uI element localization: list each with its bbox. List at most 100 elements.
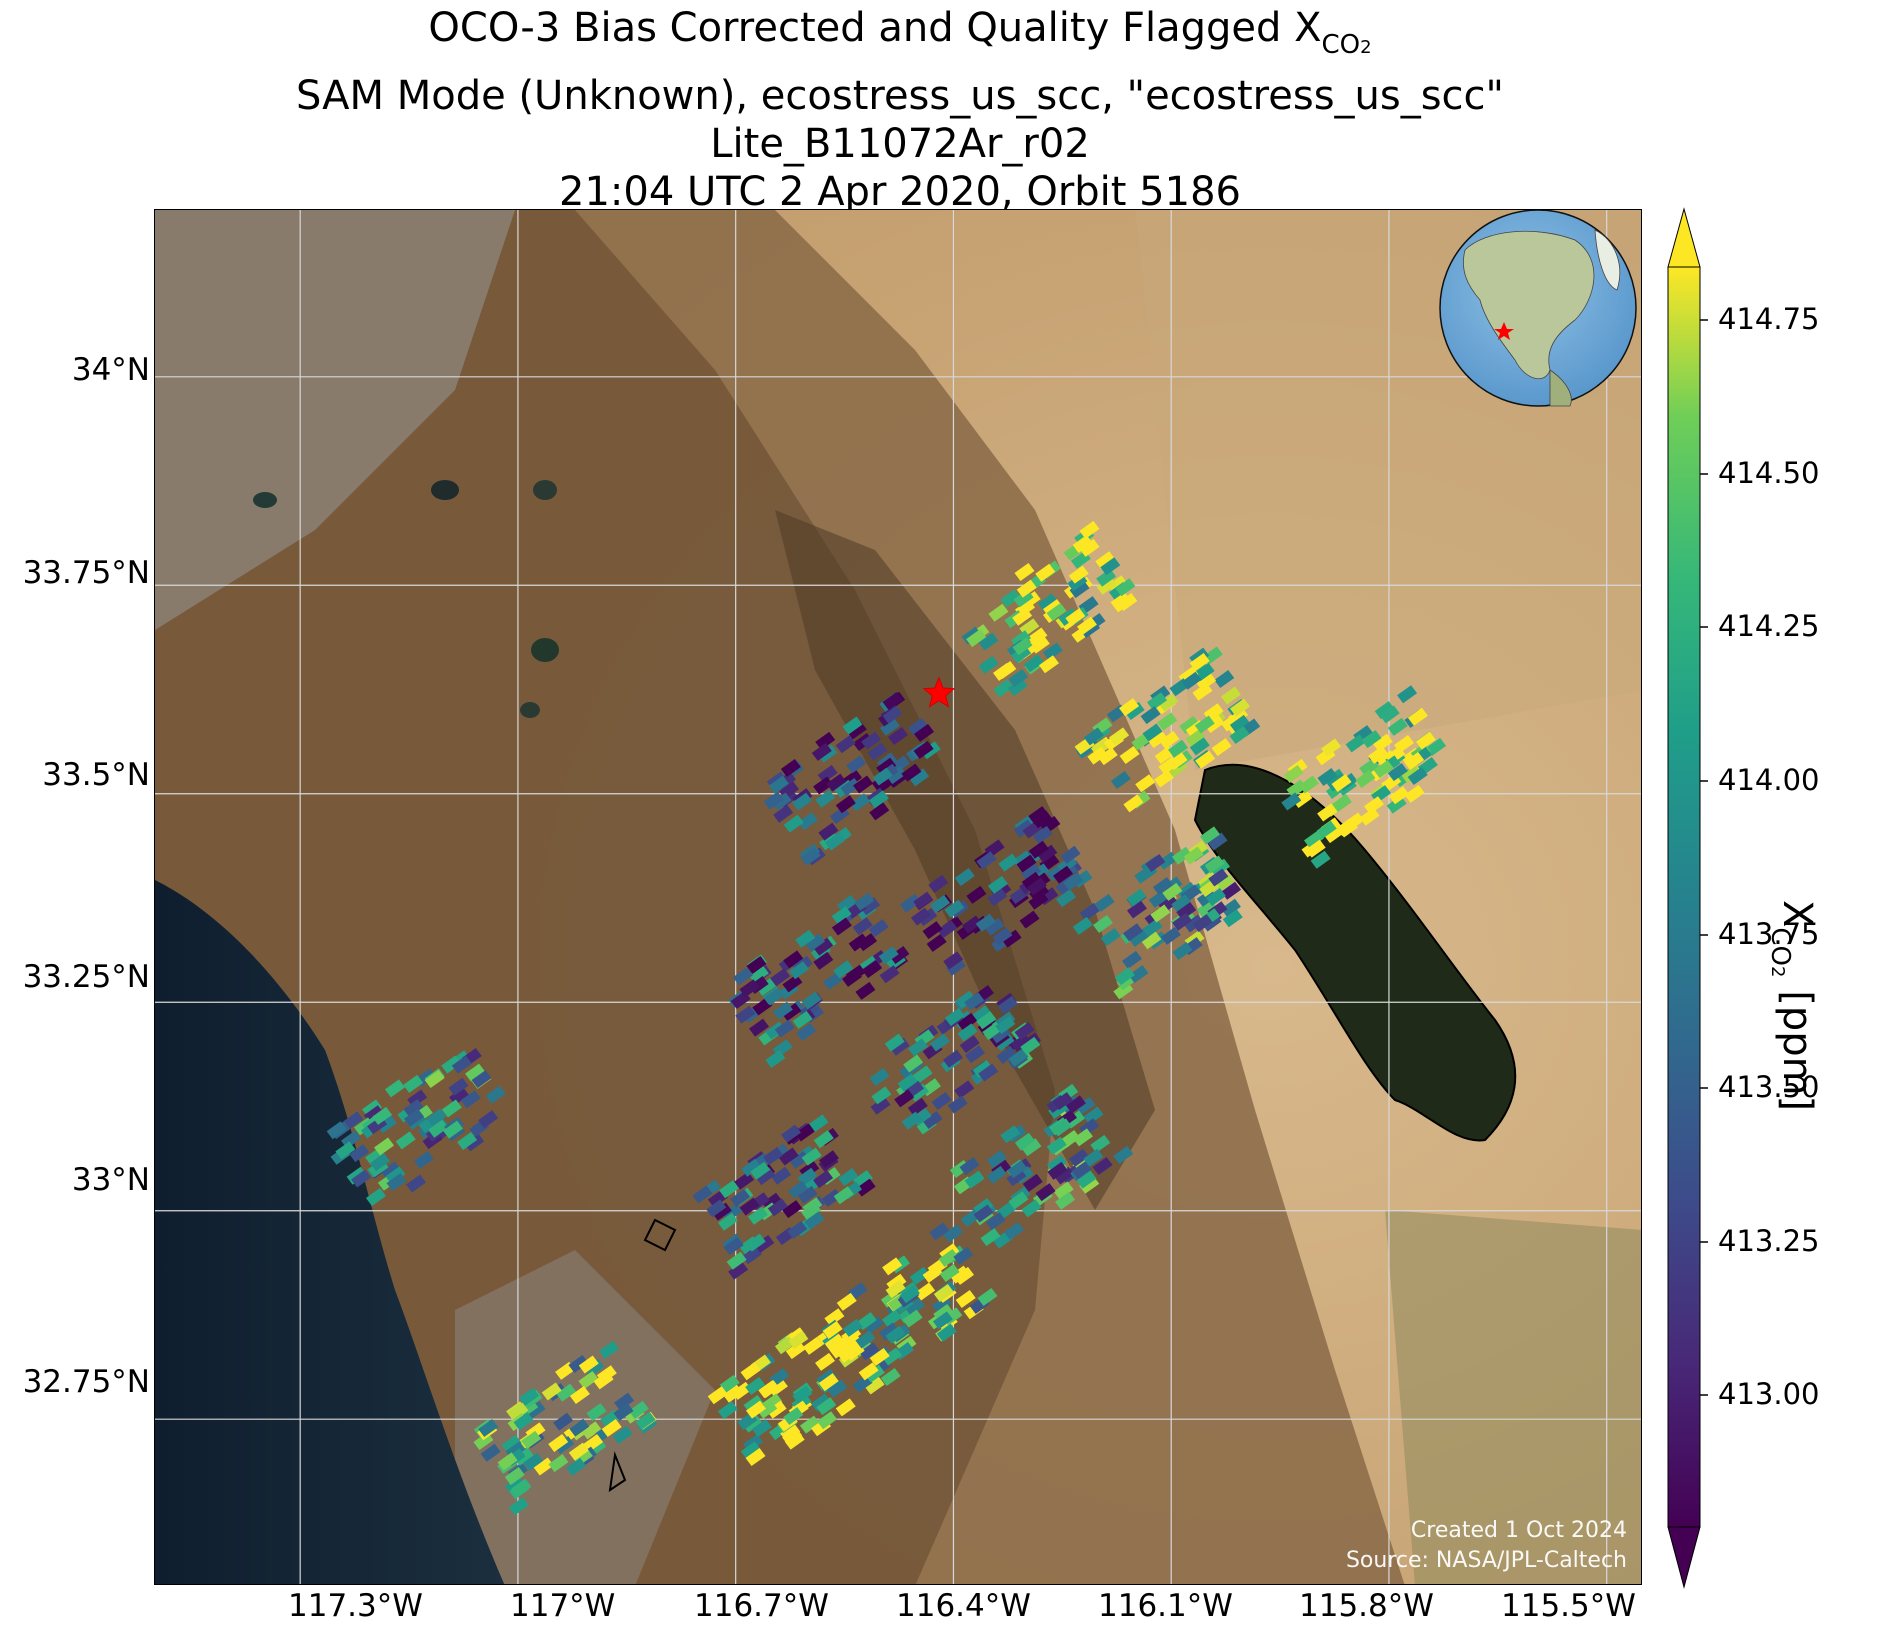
xco2-footprint <box>1404 752 1425 771</box>
xco2-footprint <box>478 1419 499 1438</box>
xco2-footprint <box>448 1077 469 1096</box>
xco2-footprint <box>1181 671 1202 690</box>
xco2-footprint <box>810 1393 831 1412</box>
xco2-footprint <box>485 1085 506 1104</box>
xco2-footprint <box>601 1419 622 1438</box>
xco2-footprint <box>801 1202 822 1221</box>
xco2-footprint <box>984 917 1005 936</box>
xco2-footprint <box>863 1315 884 1334</box>
xco2-footprint <box>1220 713 1241 732</box>
xco2-footprint <box>372 1106 393 1125</box>
xco2-footprint <box>351 1169 372 1188</box>
xco2-footprint <box>1372 733 1393 752</box>
xco2-footprint <box>751 1419 772 1438</box>
xco2-footprint <box>1010 1033 1031 1052</box>
xco2-footprint <box>1303 830 1324 849</box>
lon-tick-117: 117°W <box>510 1588 616 1624</box>
xco2-footprint <box>741 1158 762 1177</box>
xco2-footprint <box>403 1074 424 1093</box>
xco2-footprint <box>763 791 784 810</box>
xco2-footprint <box>845 964 866 983</box>
xco2-footprint <box>1053 865 1074 884</box>
xco2-footprint <box>894 1089 915 1108</box>
target-star-icon[interactable] <box>922 676 956 708</box>
globe-star-icon <box>1494 322 1514 340</box>
colorbar-tick-414.50: 414.50 <box>1718 456 1820 490</box>
xco2-footprint <box>1162 882 1183 901</box>
xco2-footprint <box>1194 663 1215 682</box>
xco2-footprint <box>1147 730 1168 749</box>
xco2-footprint <box>867 742 888 761</box>
xco2-footprint <box>745 1448 766 1467</box>
xco2-footprint <box>1012 607 1033 626</box>
xco2-footprint <box>1004 1221 1025 1240</box>
colorbar-label: XCO2 [ppm] <box>1765 900 1820 1112</box>
xco2-footprint <box>635 1411 656 1430</box>
xco2-footprint <box>1158 693 1179 712</box>
xco2-footprint <box>997 995 1018 1014</box>
xco2-footprint <box>850 793 871 812</box>
xco2-footprint <box>1415 731 1436 750</box>
xco2-footprint <box>788 1330 809 1349</box>
xco2-footprint <box>988 603 1009 622</box>
xco2-footprint <box>1057 855 1078 874</box>
xco2-footprint <box>1171 846 1192 865</box>
xco2-footprint <box>966 629 987 648</box>
xco2-footprint <box>978 632 999 651</box>
xco2-footprint <box>757 1400 778 1419</box>
xco2-footprint <box>870 1096 891 1115</box>
xco2-footprint <box>862 960 883 979</box>
xco2-footprint <box>1079 902 1100 921</box>
xco2-footprint <box>1140 706 1161 725</box>
xco2-footprint <box>480 1443 501 1462</box>
xco2-footprint <box>1113 1145 1134 1164</box>
xco2-footprint <box>912 1065 933 1084</box>
xco2-footprint <box>802 1336 823 1355</box>
xco2-soundings[interactable] <box>326 520 1447 1516</box>
xco2-footprint <box>953 1266 974 1285</box>
xco2-footprint <box>1171 894 1192 913</box>
xco2-footprint <box>1053 1181 1074 1200</box>
xco2-footprint <box>930 894 951 913</box>
map-canvas[interactable] <box>155 210 1642 1585</box>
xco2-footprint <box>1192 914 1213 933</box>
xco2-footprint <box>908 1038 929 1057</box>
xco2-footprint <box>933 1303 954 1322</box>
xco2-footprint <box>818 1150 839 1169</box>
xco2-footprint <box>818 1373 839 1392</box>
xco2-footprint <box>955 1289 976 1308</box>
xco2-footprint <box>1079 520 1100 539</box>
xco2-footprint <box>1119 746 1140 765</box>
colorbar-tick-413.00: 413.00 <box>1718 1377 1820 1411</box>
xco2-footprint <box>1141 931 1162 950</box>
xco2-footprint <box>728 1261 749 1280</box>
xco2-footprint <box>931 1295 952 1314</box>
colorbar-tick-413.50: 413.50 <box>1718 1070 1820 1104</box>
xco2-footprint <box>1047 1154 1068 1173</box>
xco2-footprint <box>943 1224 964 1243</box>
xco2-footprint <box>882 691 903 710</box>
xco2-footprint <box>1134 865 1155 884</box>
lon-tick-117.3: 117.3°W <box>288 1588 423 1624</box>
xco2-footprint <box>815 731 836 750</box>
xco2-footprint <box>1031 810 1052 829</box>
xco2-footprint <box>1361 730 1382 749</box>
xco2-footprint <box>800 847 821 866</box>
map-panel[interactable]: Created 1 Oct 2024 Source: NASA/JPL-Calt… <box>154 209 1642 1585</box>
xco2-footprint <box>787 1221 808 1240</box>
xco2-footprint <box>449 1087 470 1106</box>
xco2-footprint <box>1281 792 1302 811</box>
xco2-footprint <box>1032 825 1053 844</box>
xco2-footprint <box>403 1099 424 1118</box>
xco2-footprint <box>1147 692 1168 711</box>
xco2-footprint <box>533 1457 554 1476</box>
xco2-footprint <box>1152 877 1173 896</box>
xco2-footprint <box>404 1108 425 1127</box>
xco2-footprint <box>909 1266 930 1285</box>
xco2-footprint <box>966 885 987 904</box>
xco2-footprint <box>1123 794 1144 813</box>
xco2-footprint <box>774 1019 795 1038</box>
xco2-footprint <box>767 1198 788 1217</box>
xco2-footprint <box>1196 672 1217 691</box>
xco2-footprint <box>959 1157 980 1176</box>
